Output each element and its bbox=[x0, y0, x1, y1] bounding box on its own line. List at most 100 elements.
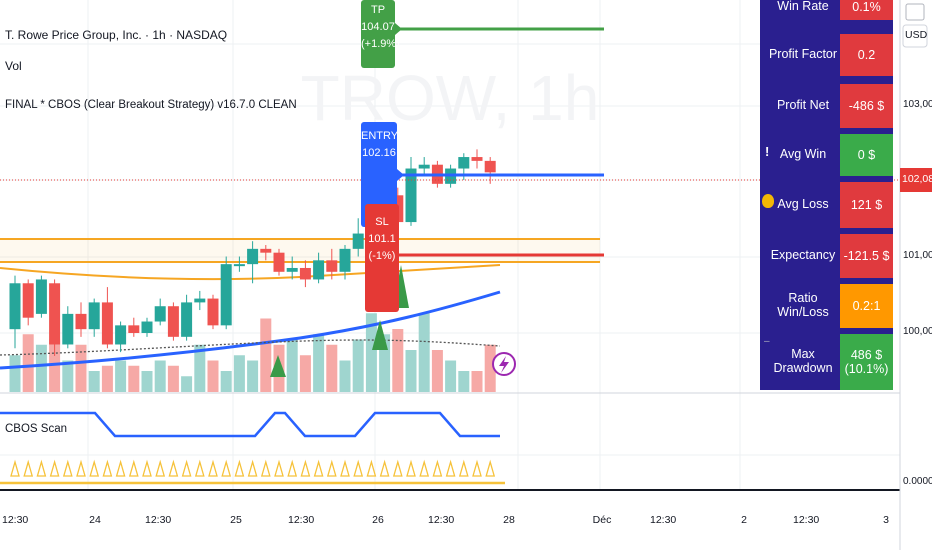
volume-bar bbox=[484, 344, 496, 392]
entry-label-title: ENTRY bbox=[361, 130, 399, 142]
candle bbox=[35, 275, 47, 318]
scan-legend[interactable]: CBOS Scan bbox=[5, 423, 67, 435]
stats-label: Avg Win bbox=[779, 147, 827, 161]
oscillator-marker bbox=[208, 459, 218, 477]
oscillator-marker bbox=[10, 459, 20, 477]
oscillator-marker bbox=[247, 459, 258, 477]
oscillator-marker bbox=[102, 459, 113, 477]
volume-bar bbox=[352, 339, 364, 392]
oscillator-marker bbox=[260, 459, 271, 477]
candle bbox=[339, 245, 351, 280]
entry-label-price: 102.16 bbox=[362, 147, 396, 159]
candle bbox=[207, 294, 219, 330]
oscillator-marker bbox=[76, 459, 86, 477]
oscillator-marker bbox=[366, 459, 377, 477]
oscillator-marker bbox=[168, 459, 179, 477]
oscillator-marker bbox=[313, 459, 324, 477]
sl-label-price: 101.1 bbox=[368, 233, 396, 245]
strategy-stats-table: Win Rate 0.1% Profit Factor 0.2 Profit Net -4… bbox=[760, 0, 893, 390]
candle bbox=[141, 317, 153, 337]
volume-bar bbox=[233, 355, 245, 392]
oscillator-marker bbox=[142, 459, 152, 477]
candle bbox=[247, 241, 259, 284]
exclamation-icon: ! bbox=[765, 144, 770, 159]
time-tick: 26 bbox=[372, 514, 384, 526]
oscillator-marker bbox=[485, 459, 496, 477]
stats-label: Profit Factor bbox=[768, 47, 838, 61]
candle bbox=[326, 248, 338, 280]
oscillator-marker bbox=[62, 459, 73, 477]
settings-icon[interactable] bbox=[905, 3, 925, 21]
tp-box-pointer bbox=[395, 23, 402, 35]
oscillator-marker bbox=[406, 459, 416, 477]
candle bbox=[22, 279, 34, 326]
price-tick-101: 101,00 bbox=[903, 250, 932, 261]
entry-box-pointer bbox=[397, 169, 404, 181]
currency-button[interactable] bbox=[902, 24, 928, 48]
volume-bar bbox=[75, 344, 87, 392]
time-tick: 28 bbox=[503, 514, 515, 526]
volume-bar bbox=[220, 371, 232, 392]
candle bbox=[49, 279, 61, 356]
volume-bar bbox=[167, 365, 179, 392]
candle bbox=[313, 252, 325, 284]
oscillator-marker bbox=[128, 459, 139, 477]
candle bbox=[181, 294, 193, 341]
candle bbox=[233, 256, 245, 272]
oscillator-marker bbox=[181, 459, 192, 477]
volume-bar bbox=[88, 371, 100, 392]
candle bbox=[154, 298, 166, 326]
stats-value: -486 $ bbox=[840, 84, 893, 128]
time-tick: 12:30 bbox=[428, 514, 455, 526]
volume-bar bbox=[379, 334, 391, 392]
candle bbox=[75, 302, 87, 337]
entry-label-box: ENTRY 102.16 bbox=[361, 122, 399, 227]
volume-bar bbox=[458, 371, 470, 392]
volume-bar bbox=[62, 360, 74, 392]
volume-bar bbox=[299, 355, 311, 392]
currency-label[interactable]: USD bbox=[905, 29, 928, 41]
sl-label-title: SL bbox=[375, 216, 389, 228]
scan-oscillator-line bbox=[0, 411, 500, 438]
volume-bar bbox=[339, 360, 351, 392]
volume-bar bbox=[207, 360, 219, 392]
oscillator-marker bbox=[353, 459, 364, 477]
buy-signal-triangle bbox=[372, 320, 388, 350]
stats-value: 0 $ bbox=[840, 134, 893, 176]
lightning-icon[interactable] bbox=[492, 352, 516, 376]
time-tick: 3 bbox=[883, 514, 889, 526]
candle bbox=[352, 218, 364, 257]
time-tick: 12:30 bbox=[145, 514, 172, 526]
oscillator-marker bbox=[392, 459, 403, 477]
volume-bar bbox=[22, 334, 34, 392]
volume-bar bbox=[471, 371, 483, 392]
volume-bar bbox=[181, 376, 193, 392]
current-price-tag bbox=[900, 168, 932, 192]
price-tick-100: 100,00 bbox=[903, 326, 932, 337]
candle bbox=[299, 260, 311, 288]
stats-label: Max Drawdown bbox=[773, 347, 833, 375]
oscillator-marker bbox=[49, 459, 60, 477]
volume-bar bbox=[128, 365, 140, 392]
oscillator-marker bbox=[379, 459, 390, 477]
stats-label: Ratio Win/Loss bbox=[777, 291, 829, 319]
candle bbox=[128, 317, 140, 337]
candle bbox=[194, 290, 206, 311]
volume-legend[interactable]: Vol bbox=[5, 59, 22, 73]
sl-label-box: SL 101.1 (-1%) bbox=[365, 204, 399, 312]
stats-value: 0.2:1 bbox=[840, 284, 893, 328]
candle bbox=[88, 298, 100, 337]
volume-bar bbox=[313, 334, 325, 392]
osc-tick-zero: 0.0000 bbox=[903, 476, 932, 487]
strategy-legend[interactable]: FINAL * CBOS (Clear Breakout Strategy) v… bbox=[5, 99, 297, 111]
candle bbox=[471, 149, 483, 169]
stats-value: 0.1% bbox=[840, 0, 893, 20]
candle bbox=[286, 256, 298, 280]
candle bbox=[101, 287, 113, 349]
volume-bar bbox=[286, 339, 298, 392]
volume-bar bbox=[392, 329, 404, 392]
price-tick-103: 103,00 bbox=[903, 99, 932, 110]
time-tick: 24 bbox=[89, 514, 101, 526]
volume-bar bbox=[445, 360, 457, 392]
symbol-title[interactable]: T. Rowe Price Group, Inc. · 1h · NASDAQ bbox=[5, 28, 228, 42]
